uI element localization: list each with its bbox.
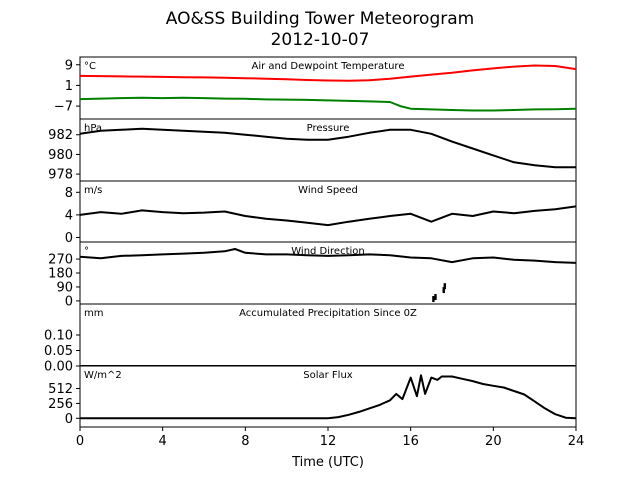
y-tick-label: 978 (48, 168, 73, 183)
x-tick-label: 4 (159, 434, 167, 449)
y-tick-label: 4 (65, 208, 73, 223)
panel-precipitation: 0.100.050.00 mm Accumulated Precipitation … (44, 303, 577, 375)
series-line-wind_direction-0 (80, 248, 576, 264)
panel-unit-label: W/m^2 (84, 370, 122, 381)
y-tick-label: 0 (65, 294, 73, 309)
x-tick-label: 12 (320, 434, 337, 449)
panel-unit-label: m/s (84, 185, 102, 196)
y-tick-label: 1 (65, 79, 73, 94)
y-tick-label: 0.05 (44, 344, 73, 359)
data-point (443, 283, 446, 290)
x-tick-label: 16 (402, 434, 419, 449)
data-point (434, 294, 437, 301)
series-line-temperature-1 (80, 96, 576, 112)
panel-unit-label: mm (84, 308, 103, 319)
x-tick-label: 8 (241, 434, 249, 449)
y-tick-label: 980 (48, 148, 73, 163)
chart-subtitle: 2012-10-07 (271, 30, 370, 50)
series-line-pressure-0 (80, 127, 576, 169)
y-tick-label: 512 (48, 382, 73, 397)
panel-title: Pressure (307, 123, 350, 134)
panel-unit-label: hPa (84, 123, 102, 134)
y-tick-label: 270 (48, 253, 73, 268)
data-point (442, 287, 445, 294)
data-point (432, 296, 435, 303)
y-tick-label: 90 (56, 280, 73, 295)
y-tick-label: 982 (48, 128, 73, 143)
chart-title: AO&SS Building Tower Meteorogram (166, 9, 474, 29)
panel-unit-label: °C (84, 61, 96, 72)
panel-title: Solar Flux (303, 370, 353, 381)
y-tick-label: 180 (48, 267, 73, 282)
panel-temperature: 9 1 −7 °C Air and Dewpoint Temperature (54, 56, 577, 120)
x-tick-label: 0 (76, 434, 84, 449)
y-tick-label: 0.00 (44, 360, 73, 375)
panel-pressure: 982 980 978 hPa Pressure (48, 118, 577, 183)
y-tick-label: 0.10 (44, 329, 73, 344)
series-line-solar_flux-0 (80, 374, 576, 420)
panel-title: Air and Dewpoint Temperature (252, 61, 405, 72)
x-axis: 0 4 8 12 16 20 24 (76, 427, 584, 449)
x-tick-label: 24 (568, 434, 585, 449)
panel-unit-label: ° (84, 246, 89, 257)
y-tick-label: −7 (54, 100, 73, 115)
x-tick-label: 20 (485, 434, 502, 449)
y-tick-label: 9 (65, 58, 73, 73)
panel-title: Accumulated Precipitation Since 0Z (239, 308, 417, 319)
panel-wind_speed: 8 4 0 m/s Wind Speed (65, 180, 577, 246)
series-line-temperature-0 (80, 64, 576, 82)
panel-title: Wind Direction (291, 246, 365, 257)
y-tick-label: 0 (65, 412, 73, 427)
panels-group: 9 1 −7 °C Air and Dewpoint Temperature 982 980… (44, 56, 577, 428)
y-tick-label: 256 (48, 397, 73, 412)
panel-title: Wind Speed (298, 185, 358, 196)
series-line-wind_speed-0 (80, 205, 576, 227)
y-tick-label: 0 (65, 231, 73, 246)
x-axis-label: Time (UTC) (291, 455, 364, 470)
y-tick-label: 8 (65, 186, 73, 201)
